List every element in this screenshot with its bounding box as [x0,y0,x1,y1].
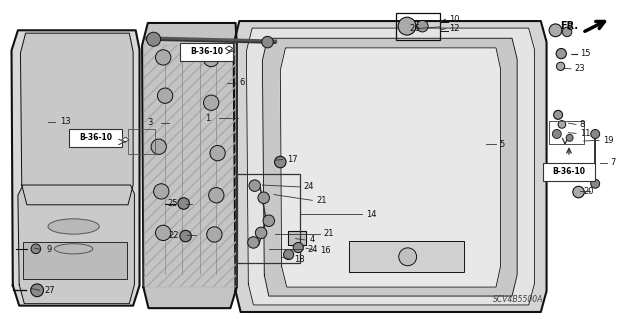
Bar [288,231,306,245]
Bar [69,129,122,147]
Circle shape [554,110,563,119]
Ellipse shape [48,219,99,234]
Text: 9: 9 [46,245,51,254]
Bar [23,242,127,279]
Text: 17: 17 [287,155,298,164]
Circle shape [263,215,275,226]
Bar [349,241,464,272]
Polygon shape [20,33,133,205]
Text: 18: 18 [294,255,305,263]
Bar [549,121,584,144]
Text: 1: 1 [205,114,210,122]
Polygon shape [262,38,517,296]
Circle shape [210,145,225,161]
Ellipse shape [54,244,93,254]
Circle shape [566,134,573,141]
Circle shape [156,50,171,65]
Polygon shape [280,48,500,287]
Text: 15: 15 [580,49,590,58]
Text: 7: 7 [611,158,616,167]
Text: 19: 19 [603,136,613,145]
Text: 13: 13 [60,117,71,126]
Circle shape [284,249,294,260]
Polygon shape [12,30,140,306]
Bar [180,43,233,61]
Bar [543,163,595,181]
Text: 20: 20 [584,187,594,196]
Circle shape [557,62,564,70]
Circle shape [573,186,584,198]
Circle shape [157,88,173,103]
Circle shape [549,24,562,37]
Polygon shape [246,28,534,305]
Bar [396,13,440,40]
Circle shape [204,51,219,67]
Circle shape [399,248,417,266]
Text: 3: 3 [147,118,152,127]
Text: 4: 4 [310,235,315,244]
Text: 21: 21 [316,196,326,205]
Circle shape [255,227,267,239]
Text: 27: 27 [45,286,56,295]
Circle shape [556,48,566,59]
Circle shape [563,27,572,37]
Circle shape [154,184,169,199]
Text: 23: 23 [575,64,586,73]
Text: 21: 21 [324,229,334,238]
Circle shape [151,139,166,154]
Text: 26: 26 [409,24,420,33]
Bar [237,174,300,263]
Text: 8: 8 [580,120,585,129]
Bar [128,129,155,154]
Circle shape [147,32,161,46]
Text: 6: 6 [239,78,244,87]
Polygon shape [122,137,129,142]
Polygon shape [18,185,134,304]
Text: 10: 10 [449,15,460,24]
Bar [144,45,236,287]
Circle shape [156,225,171,241]
Text: SCV4B5500A: SCV4B5500A [493,295,543,304]
Text: 25: 25 [168,199,178,208]
Circle shape [209,188,224,203]
Circle shape [591,179,600,188]
Text: B-36-10: B-36-10 [190,47,223,56]
Circle shape [180,230,191,242]
Text: 11: 11 [580,129,590,138]
Bar [549,121,584,144]
Text: B-36-10: B-36-10 [552,167,586,176]
Polygon shape [225,46,233,51]
Circle shape [207,227,222,242]
Circle shape [293,242,303,253]
Text: 24: 24 [307,245,317,254]
Text: 14: 14 [366,210,376,219]
Circle shape [178,198,189,209]
Text: 16: 16 [320,246,331,255]
Circle shape [31,244,40,254]
Circle shape [262,36,273,48]
Circle shape [417,20,428,32]
Text: 24: 24 [303,182,314,191]
Polygon shape [234,21,547,312]
Circle shape [398,17,416,35]
Text: FR.: FR. [561,20,579,31]
Circle shape [552,130,561,138]
Circle shape [249,180,260,191]
Text: 12: 12 [449,24,460,33]
Circle shape [248,237,259,248]
Text: 5: 5 [499,140,504,149]
Circle shape [204,95,219,110]
Text: B-36-10: B-36-10 [79,133,112,142]
Circle shape [258,192,269,204]
Text: 22: 22 [169,231,179,240]
Circle shape [591,130,600,138]
Circle shape [558,121,566,128]
Polygon shape [142,23,237,308]
Text: 2: 2 [567,23,572,32]
Circle shape [31,284,44,297]
Circle shape [275,156,286,168]
